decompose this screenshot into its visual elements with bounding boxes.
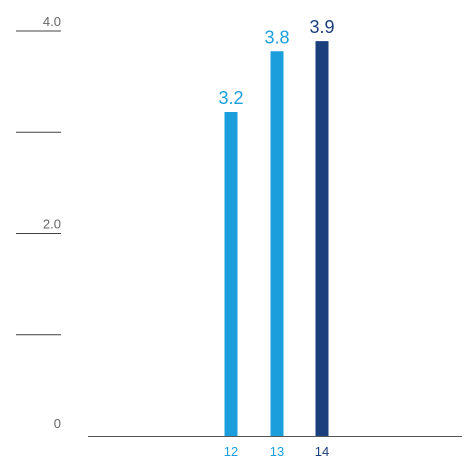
y-axis: 0 2.0 4.0 <box>16 14 61 431</box>
bar-14 <box>315 41 329 436</box>
x-tick-label: 13 <box>270 444 284 459</box>
bar-12 <box>224 112 238 436</box>
bars: 3.2 3.8 3.9 <box>218 17 335 436</box>
x-tick-label: 12 <box>224 444 238 459</box>
bar-value-label: 3.2 <box>218 88 243 108</box>
bar-value-label: 3.8 <box>264 27 289 47</box>
y-tick-label: 0 <box>54 416 61 431</box>
y-tick-label: 2.0 <box>43 217 61 232</box>
x-tick-label: 14 <box>315 444 329 459</box>
x-axis-labels: 12 13 14 <box>224 444 329 459</box>
bar-value-label: 3.9 <box>309 17 334 37</box>
bar-13 <box>270 51 284 436</box>
y-tick-label: 4.0 <box>43 14 61 29</box>
